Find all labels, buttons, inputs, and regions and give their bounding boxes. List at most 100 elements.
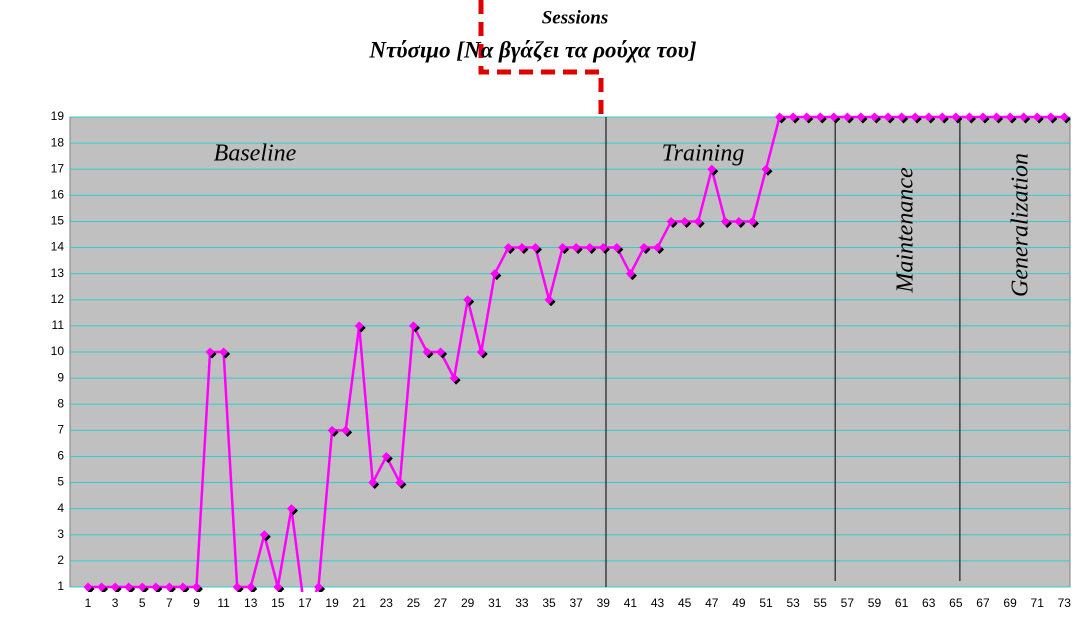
marker [829, 112, 839, 122]
marker [897, 112, 907, 122]
x-tick-label: 1 [85, 596, 92, 610]
y-tick-label: 9 [57, 370, 64, 384]
data-point [951, 112, 963, 124]
x-tick-label: 31 [488, 596, 502, 610]
y-tick-label: 12 [51, 292, 65, 306]
marker [612, 243, 622, 253]
marker [639, 243, 649, 253]
marker [205, 347, 215, 357]
marker [666, 216, 676, 226]
marker [883, 112, 893, 122]
data-point [368, 478, 380, 490]
marker [544, 295, 554, 305]
phase-label: Baseline [214, 141, 297, 167]
marker [164, 582, 174, 592]
marker [1019, 112, 1029, 122]
x-tick-label: 65 [949, 596, 963, 610]
data-point [191, 582, 203, 592]
y-tick-label: 2 [57, 553, 64, 567]
x-tick-label: 49 [732, 596, 746, 610]
marker [259, 530, 269, 540]
marker [951, 112, 961, 122]
y-tick-label: 16 [51, 188, 65, 202]
x-tick-label: 21 [353, 596, 367, 610]
data-point [544, 295, 556, 307]
marker [653, 243, 663, 253]
data-point [1046, 112, 1058, 124]
x-tick-label: 55 [814, 596, 828, 610]
x-tick-label: 41 [624, 596, 638, 610]
data-point [327, 425, 339, 437]
marker [476, 347, 486, 357]
marker [341, 425, 351, 435]
data-point [897, 112, 909, 124]
x-tick-label: 11 [217, 596, 230, 610]
data-point [558, 243, 570, 255]
marker [530, 243, 540, 253]
x-tick-label: 57 [841, 596, 855, 610]
data-point [571, 243, 583, 255]
marker [151, 582, 161, 592]
data-point [530, 243, 542, 255]
data-point [490, 269, 502, 281]
x-tick-label: 29 [461, 596, 475, 610]
marker [598, 243, 608, 253]
y-tick-label: 7 [57, 423, 64, 437]
data-point [83, 582, 95, 592]
marker [937, 112, 947, 122]
data-point [788, 112, 800, 124]
x-tick-label: 33 [515, 596, 529, 610]
marker [788, 112, 798, 122]
data-point [286, 504, 298, 516]
data-point [1019, 112, 1031, 124]
x-tick-label: 27 [434, 596, 448, 610]
data-point [992, 112, 1004, 124]
data-point [1059, 112, 1071, 124]
x-tick-label: 25 [407, 596, 421, 610]
marker [625, 269, 635, 279]
data-point [612, 243, 624, 255]
marker [856, 112, 866, 122]
data-point [354, 321, 366, 333]
marker [571, 243, 581, 253]
data-point [300, 609, 311, 620]
data-point [761, 164, 773, 176]
y-tick-label: 4 [57, 501, 64, 515]
y-tick-label: 11 [52, 318, 65, 332]
marker [327, 425, 337, 435]
data-point [680, 216, 692, 228]
data-point [693, 216, 705, 228]
marker [693, 216, 703, 226]
data-point [666, 216, 678, 228]
data-point [802, 112, 814, 124]
x-tick-label: 39 [597, 596, 611, 610]
marker [720, 216, 730, 226]
marker [381, 451, 391, 461]
data-point [978, 112, 990, 124]
marker [286, 504, 296, 514]
data-point [625, 269, 637, 281]
data-point [463, 295, 475, 307]
data-point [503, 243, 515, 255]
data-point [707, 164, 719, 176]
data-point [259, 530, 271, 542]
y-tick-label: 6 [57, 449, 64, 463]
data-point [110, 582, 122, 592]
marker [97, 582, 107, 592]
y-tick-label: 14 [51, 240, 65, 254]
phase-label: Maintenance [893, 167, 919, 294]
x-tick-label: 43 [651, 596, 665, 610]
data-point [436, 347, 448, 359]
marker [924, 112, 934, 122]
data-point [829, 112, 841, 124]
x-tick-label: 23 [380, 596, 394, 610]
x-tick-label: 45 [678, 596, 692, 610]
x-tick-label: 63 [922, 596, 936, 610]
marker [775, 112, 785, 122]
x-tick-label: 59 [868, 596, 882, 610]
marker [910, 112, 920, 122]
y-tick-label: 18 [51, 135, 65, 149]
y-tick-label: 10 [51, 344, 65, 358]
data-point [1005, 112, 1017, 124]
